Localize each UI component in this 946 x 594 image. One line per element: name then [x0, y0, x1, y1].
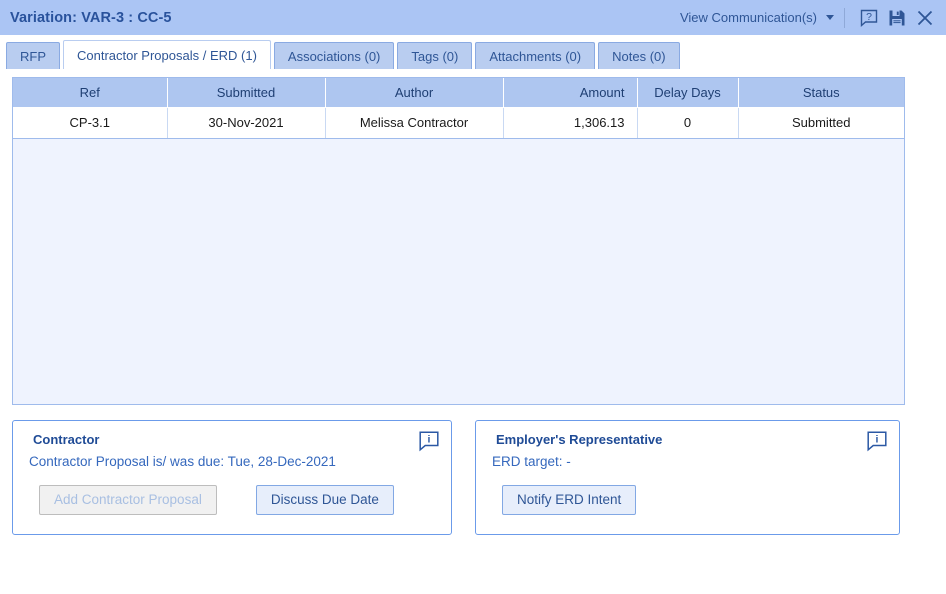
close-icon[interactable]	[913, 6, 937, 30]
erd-target-text: ERD target: -	[492, 454, 571, 469]
employers-representative-panel: Employer's Representative ERD target: - …	[475, 420, 900, 535]
tab-rfp[interactable]: RFP	[6, 42, 60, 69]
contractor-panel-buttons: Add Contractor Proposal Discuss Due Date	[39, 485, 394, 515]
tab-bar: RFP Contractor Proposals / ERD (1) Associa…	[0, 35, 946, 69]
svg-text:?: ?	[866, 11, 872, 23]
window-title-bar: Variation: VAR-3 : CC-5 View Communicati…	[0, 0, 946, 35]
column-header-ref[interactable]: Ref	[13, 78, 168, 108]
tab-tags-0[interactable]: Tags (0)	[397, 42, 473, 69]
proposals-table: Ref Submitted Author Amount Delay Days S…	[13, 78, 904, 139]
contractor-proposals-grid: Ref Submitted Author Amount Delay Days S…	[12, 77, 905, 405]
contractor-due-text: Contractor Proposal is/ was due: Tue, 28…	[29, 454, 336, 469]
contractor-panel-title: Contractor	[33, 432, 100, 447]
title-bar-actions: View Communication(s) ?	[680, 6, 937, 30]
help-bubble-icon[interactable]: ?	[857, 6, 881, 30]
tab-associations-0[interactable]: Associations (0)	[273, 42, 395, 69]
column-header-amount[interactable]: Amount	[503, 78, 638, 108]
info-bubble-icon[interactable]: i	[866, 430, 888, 455]
chevron-down-icon[interactable]	[826, 15, 834, 20]
cell-delay-days[interactable]: 0	[637, 107, 739, 139]
info-bubble-icon[interactable]: i	[418, 430, 440, 455]
column-header-status[interactable]: Status	[738, 78, 904, 108]
employers-representative-panel-buttons: Notify ERD Intent	[502, 485, 637, 515]
employers-representative-panel-title: Employer's Representative	[496, 432, 663, 447]
page-title: Variation: VAR-3 : CC-5	[10, 9, 172, 26]
contractor-panel: Contractor Contractor Proposal is/ was d…	[12, 420, 452, 535]
discuss-due-date-button[interactable]: Discuss Due Date	[255, 485, 394, 515]
column-header-submitted[interactable]: Submitted	[167, 78, 326, 108]
notify-erd-intent-button[interactable]: Notify ERD Intent	[502, 485, 637, 515]
table-header-row: Ref Submitted Author Amount Delay Days S…	[13, 78, 904, 108]
tab-attachments-0[interactable]: Attachments (0)	[475, 42, 596, 69]
tab-contractor-proposals-erd-1[interactable]: Contractor Proposals / ERD (1)	[63, 40, 271, 69]
svg-text:i: i	[876, 434, 879, 446]
cell-status[interactable]: Submitted	[738, 107, 904, 139]
tab-notes-0[interactable]: Notes (0)	[598, 42, 680, 69]
save-disk-icon[interactable]	[885, 6, 909, 30]
cell-amount[interactable]: 1,306.13	[503, 107, 638, 139]
add-contractor-proposal-button[interactable]: Add Contractor Proposal	[39, 485, 217, 515]
toolbar-divider	[844, 7, 845, 28]
cell-ref[interactable]: CP-3.1	[13, 107, 168, 139]
column-header-author[interactable]: Author	[325, 78, 504, 108]
view-communications-button[interactable]: View Communication(s)	[679, 10, 817, 25]
cell-submitted[interactable]: 30-Nov-2021	[167, 107, 326, 139]
cell-author[interactable]: Melissa Contractor	[325, 107, 504, 139]
svg-text:i: i	[428, 434, 431, 446]
column-header-delay-days[interactable]: Delay Days	[637, 78, 739, 108]
table-row[interactable]: CP-3.1 30-Nov-2021 Melissa Contractor 1,…	[13, 107, 904, 139]
